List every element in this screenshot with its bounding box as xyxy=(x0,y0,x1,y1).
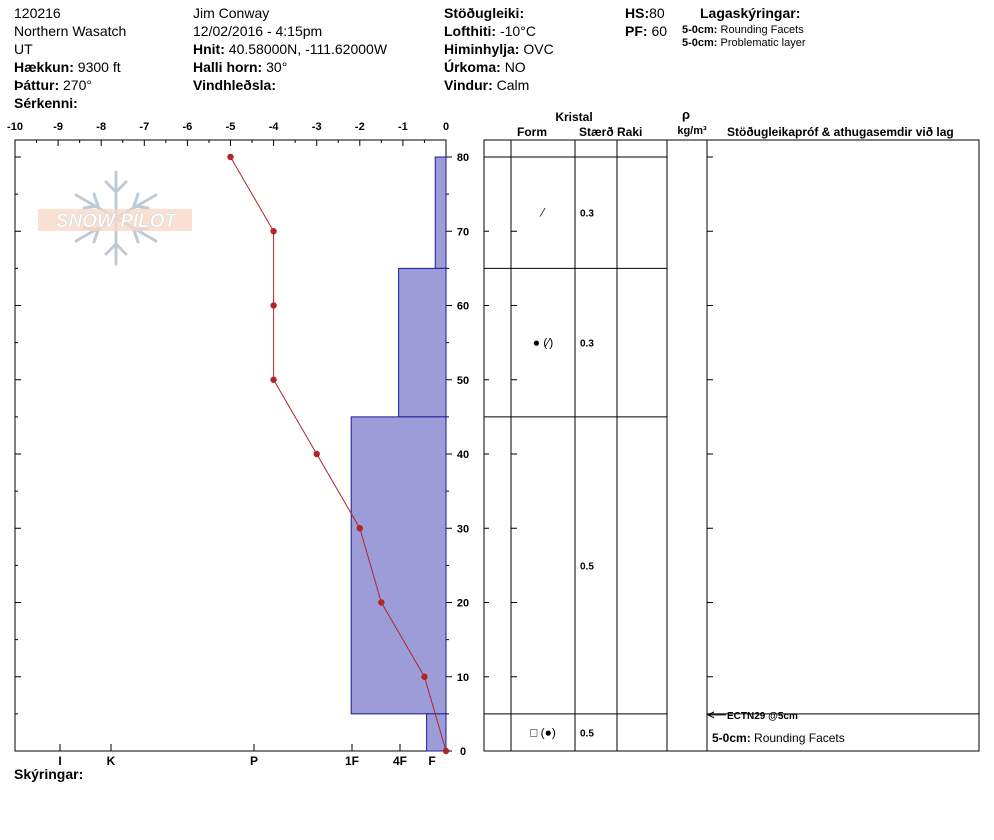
temp-tick-label: -6 xyxy=(183,121,193,133)
layer-comment-text: Rounding Facets xyxy=(754,731,845,745)
profile-id: 120216 xyxy=(14,5,61,21)
temp-point xyxy=(378,599,385,606)
layer-size: 0.3 xyxy=(580,209,594,220)
temp-tick-label: -3 xyxy=(312,121,322,133)
hardness-bar xyxy=(350,416,447,715)
header-tests: Stöðugleikapróf & athugasemdir við lag xyxy=(727,125,954,139)
datetime: 12/02/2016 - 4:15pm xyxy=(193,23,323,39)
test-arrow-head xyxy=(706,711,715,719)
layer-size: 0.5 xyxy=(580,728,594,739)
height-tick-label: 80 xyxy=(457,152,469,164)
layer-form: ● (⁄) xyxy=(533,336,554,350)
logo-text: SNOW PILOT xyxy=(56,211,178,232)
temperature-profile xyxy=(227,153,450,755)
layer-size: 0.5 xyxy=(580,561,594,572)
wind: Vindur: Calm xyxy=(444,77,530,93)
snowflake-icon xyxy=(74,170,158,266)
notes-label: Skýringar: xyxy=(14,766,84,782)
table-frame xyxy=(483,139,980,752)
hardness-tick-label: P xyxy=(250,754,258,768)
hardness-tick-label: K xyxy=(107,754,116,768)
temp-tick-label: -2 xyxy=(355,121,365,133)
temp-point xyxy=(227,153,234,161)
temp-point xyxy=(313,450,320,458)
hardness-tick-label: 4F xyxy=(393,754,407,768)
height-tick-label: 30 xyxy=(457,523,469,535)
stability: Stöðugleiki: xyxy=(444,5,525,21)
penetration-foot: PF: 60 xyxy=(625,23,668,39)
temp-point xyxy=(356,525,363,532)
layer-comment: 5-0cm: Rounding Facets xyxy=(712,731,845,745)
header-crystal: Kristal xyxy=(555,110,592,124)
aspect: Þáttur: 270° xyxy=(14,77,92,93)
mountain-range: Northern Wasatch xyxy=(14,23,127,39)
features: Sérkenni: xyxy=(14,95,78,111)
hardness-tick-label: I xyxy=(58,754,61,768)
elevation: Hækkun: 9300 ft xyxy=(14,59,121,75)
height-tick-label: 10 xyxy=(457,672,469,684)
hardness-tick-label: 1F xyxy=(345,754,359,768)
hardness-bar xyxy=(398,267,447,418)
observer: Jim Conway xyxy=(193,5,270,21)
sky-cover: Himinhylja: OVC xyxy=(444,41,554,57)
header-moisture: Raki xyxy=(617,125,642,139)
coordinates: Hnit: 40.58000N, -111.62000W xyxy=(193,41,388,57)
temp-tick-label: -7 xyxy=(139,121,149,133)
layer-note-1: 5-0cm: Rounding Facets xyxy=(682,24,804,36)
height-tick-label: 40 xyxy=(457,449,469,461)
height-tick-label: 50 xyxy=(457,375,469,387)
snow-height: HS:80 xyxy=(625,5,665,21)
hardness-bar xyxy=(434,156,447,269)
layer-form: ⁄ xyxy=(539,206,546,220)
height-tick-label: 20 xyxy=(457,598,469,610)
temp-tick-label: -8 xyxy=(96,121,106,133)
layer-form: □ (●) xyxy=(530,725,556,739)
wind-loading: Vindhleðsla: xyxy=(193,77,276,93)
temp-point xyxy=(270,376,277,383)
layers-title: Lagaskýringar: xyxy=(700,5,801,21)
logo-banner xyxy=(38,209,192,231)
hardness-bars xyxy=(350,156,447,752)
temp-point xyxy=(270,302,277,309)
header-rho: ρ xyxy=(682,107,690,122)
snowpilot-logo: SNOW PILOT xyxy=(38,170,192,266)
header-form: Form xyxy=(517,125,547,139)
slope-angle: Halli horn: 30° xyxy=(193,59,288,75)
layer-note-2: 5-0cm: Problematic layer xyxy=(682,37,806,49)
air-temp: Lofthiti: -10°C xyxy=(444,23,536,39)
temp-point xyxy=(421,673,428,680)
hardness-bar xyxy=(426,713,447,752)
temp-tick-label: -4 xyxy=(269,121,280,133)
temp-point xyxy=(270,228,277,235)
height-tick-label: 70 xyxy=(457,226,469,238)
left-axes: -10 -9 -8 -7 -6 -5 -4 -3 -2 -1 001020304050607080I… xyxy=(7,121,469,768)
temp-tick-label: -5 xyxy=(226,121,236,133)
test-label: ECTN29 @5cm xyxy=(727,711,798,722)
layer-size: 0.3 xyxy=(580,339,594,350)
height-tick-label: 60 xyxy=(457,301,469,313)
height-tick-label: 0 xyxy=(460,746,466,758)
layer-table: ⁄ 0.3 ● (⁄) 0.3 0.5 □ (●) 0.5 ECTN29 @5cm 5-0cm:… xyxy=(483,139,980,752)
temp-tick-label: 0 xyxy=(443,121,449,133)
temp-tick-label: -9 xyxy=(53,121,63,133)
hardness-tick-label: F xyxy=(428,754,435,768)
layer-comment-depth: 5-0cm: xyxy=(712,731,754,745)
header-size: Stærð xyxy=(579,125,614,139)
header-density-unit: kg/m³ xyxy=(677,125,707,137)
temp-point xyxy=(442,747,450,755)
temp-tick-label: -1 xyxy=(398,121,408,133)
temp-tick-label: -10 xyxy=(7,121,23,133)
precipitation: Úrkoma: NO xyxy=(444,59,526,75)
state: UT xyxy=(14,41,33,57)
